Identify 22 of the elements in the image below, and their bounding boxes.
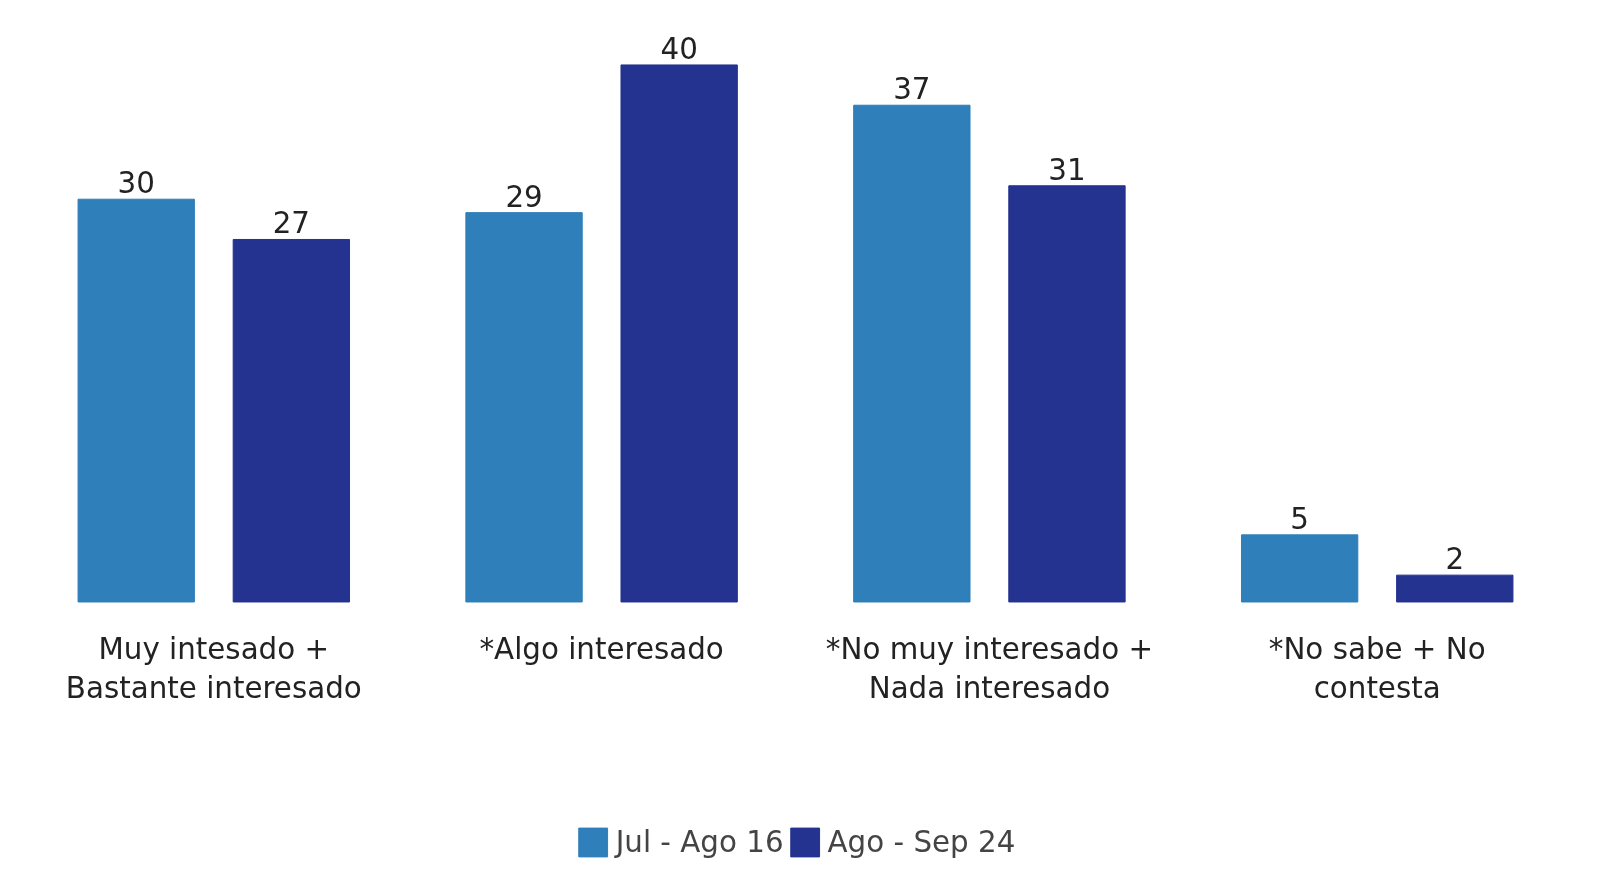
bar xyxy=(465,212,583,603)
bar xyxy=(853,104,971,603)
bar xyxy=(620,64,738,603)
x-tick-label: *No sabe + No contesta xyxy=(1268,631,1486,706)
legend-label: Ago - Sep 24 xyxy=(827,825,1016,859)
data-label: 31 xyxy=(1048,152,1086,187)
bar xyxy=(1396,574,1514,603)
bar xyxy=(1240,534,1359,603)
bar xyxy=(1008,185,1126,603)
legend-label: Jul - Ago 16 xyxy=(615,825,784,859)
data-label: 30 xyxy=(117,166,155,201)
x-tick-label: Muy intesado + Bastante interesado xyxy=(65,631,362,706)
data-label: 2 xyxy=(1445,542,1465,577)
data-label: 37 xyxy=(893,72,931,107)
x-tick-label: *No muy interesado + Nada interesado xyxy=(825,631,1153,706)
x-tick-label: *Algo interesado xyxy=(479,631,724,666)
bar xyxy=(77,198,195,603)
data-label: 5 xyxy=(1290,501,1309,536)
data-label: 27 xyxy=(272,206,311,241)
data-label: 29 xyxy=(505,179,543,214)
bar xyxy=(232,238,351,603)
data-label: 40 xyxy=(660,31,698,66)
